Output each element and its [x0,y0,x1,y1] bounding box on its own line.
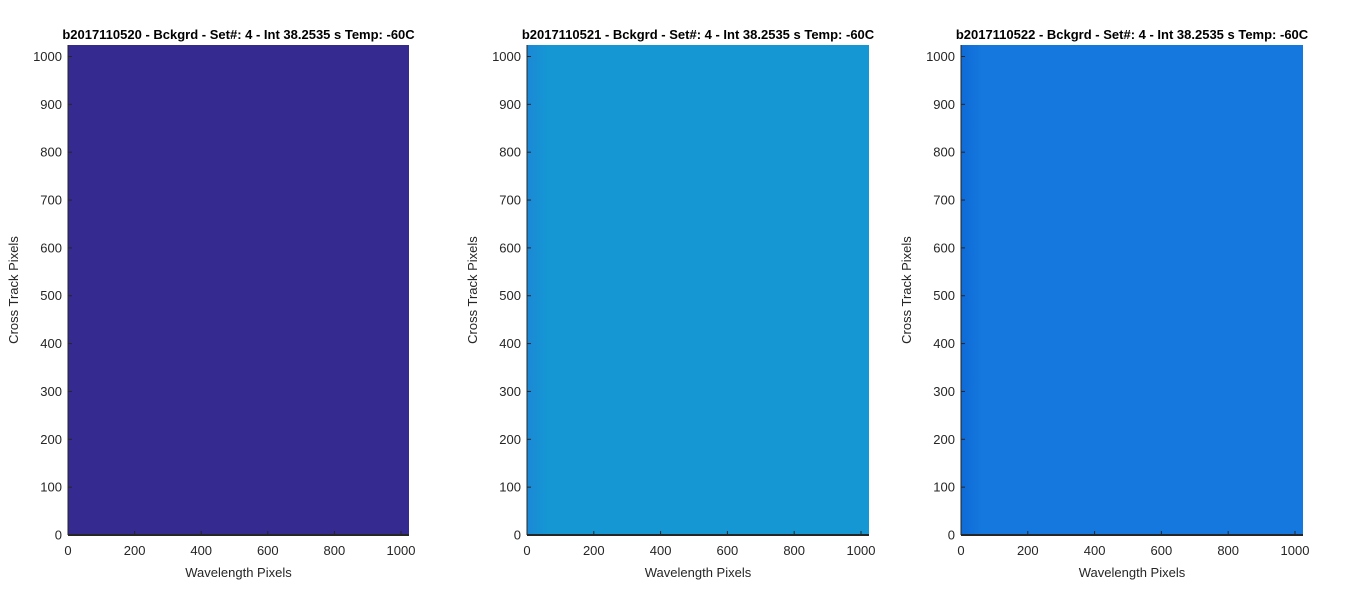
x-tick-label: 0 [64,543,71,558]
x-axis-label: Wavelength Pixels [645,565,752,580]
y-axis-label: Cross Track Pixels [465,236,480,344]
x-axis-label: Wavelength Pixels [1079,565,1186,580]
x-tick-label: 1000 [847,543,876,558]
x-tick-label: 200 [124,543,146,558]
y-tick-label: 600 [499,240,521,255]
x-tick-label: 0 [957,543,964,558]
y-tick-label: 500 [40,288,62,303]
y-tick-label: 700 [40,193,62,208]
x-tick-label: 1000 [1281,543,1310,558]
y-tick-label: 200 [499,432,521,447]
x-tick-label: 400 [190,543,212,558]
y-tick-label: 200 [40,432,62,447]
y-tick-label: 500 [499,288,521,303]
heatmap-image [527,45,869,535]
y-tick-label: 200 [933,432,955,447]
chart-title: b2017110521 - Bckgrd - Set#: 4 - Int 38.… [522,27,875,42]
x-tick-label: 600 [1151,543,1173,558]
y-tick-label: 600 [40,240,62,255]
y-tick-label: 300 [499,384,521,399]
y-tick-label: 500 [933,288,955,303]
chart-title: b2017110520 - Bckgrd - Set#: 4 - Int 38.… [62,27,415,42]
x-tick-label: 400 [650,543,672,558]
chart-title: b2017110522 - Bckgrd - Set#: 4 - Int 38.… [956,27,1309,42]
y-axis-label: Cross Track Pixels [899,236,914,344]
y-tick-label: 400 [40,336,62,351]
y-tick-label: 300 [40,384,62,399]
x-tick-label: 800 [1217,543,1239,558]
x-axis-label: Wavelength Pixels [185,565,292,580]
y-tick-label: 600 [933,240,955,255]
x-tick-label: 600 [717,543,739,558]
panel-2: 0 200 400 600 800 1000 0 100 200 300 400 500 600 700 8… [465,27,875,580]
x-tick-label: 800 [324,543,346,558]
y-tick-label: 100 [40,480,62,495]
y-tick-label: 1000 [33,49,62,64]
y-tick-label: 400 [933,336,955,351]
y-tick-label: 400 [499,336,521,351]
y-tick-label: 700 [933,193,955,208]
y-tick-label: 0 [514,528,521,543]
y-tick-label: 900 [933,97,955,112]
panel-1: 0 200 400 600 800 1000 0 100 200 300 400 500 600 700 8… [6,27,415,580]
y-tick-label: 800 [499,145,521,160]
x-tick-label: 200 [1017,543,1039,558]
x-tick-label: 1000 [387,543,416,558]
y-tick-label: 1000 [926,49,955,64]
x-tick-label: 400 [1084,543,1106,558]
y-tick-label: 800 [933,145,955,160]
x-tick-label: 200 [583,543,605,558]
y-tick-label: 800 [40,145,62,160]
y-axis-label: Cross Track Pixels [6,236,21,344]
y-tick-label: 700 [499,193,521,208]
heatmap-image [961,45,1303,535]
y-tick-label: 900 [40,97,62,112]
x-tick-label: 0 [523,543,530,558]
x-tick-label: 800 [783,543,805,558]
y-tick-label: 0 [55,528,62,543]
heatmap-image [68,45,409,535]
y-tick-label: 100 [933,480,955,495]
y-tick-label: 900 [499,97,521,112]
y-tick-label: 1000 [492,49,521,64]
y-tick-label: 100 [499,480,521,495]
y-tick-label: 300 [933,384,955,399]
y-tick-label: 0 [948,528,955,543]
x-tick-label: 600 [257,543,279,558]
panel-3: 0 200 400 600 800 1000 0 100 200 300 400 500 600 700 8… [899,27,1309,580]
